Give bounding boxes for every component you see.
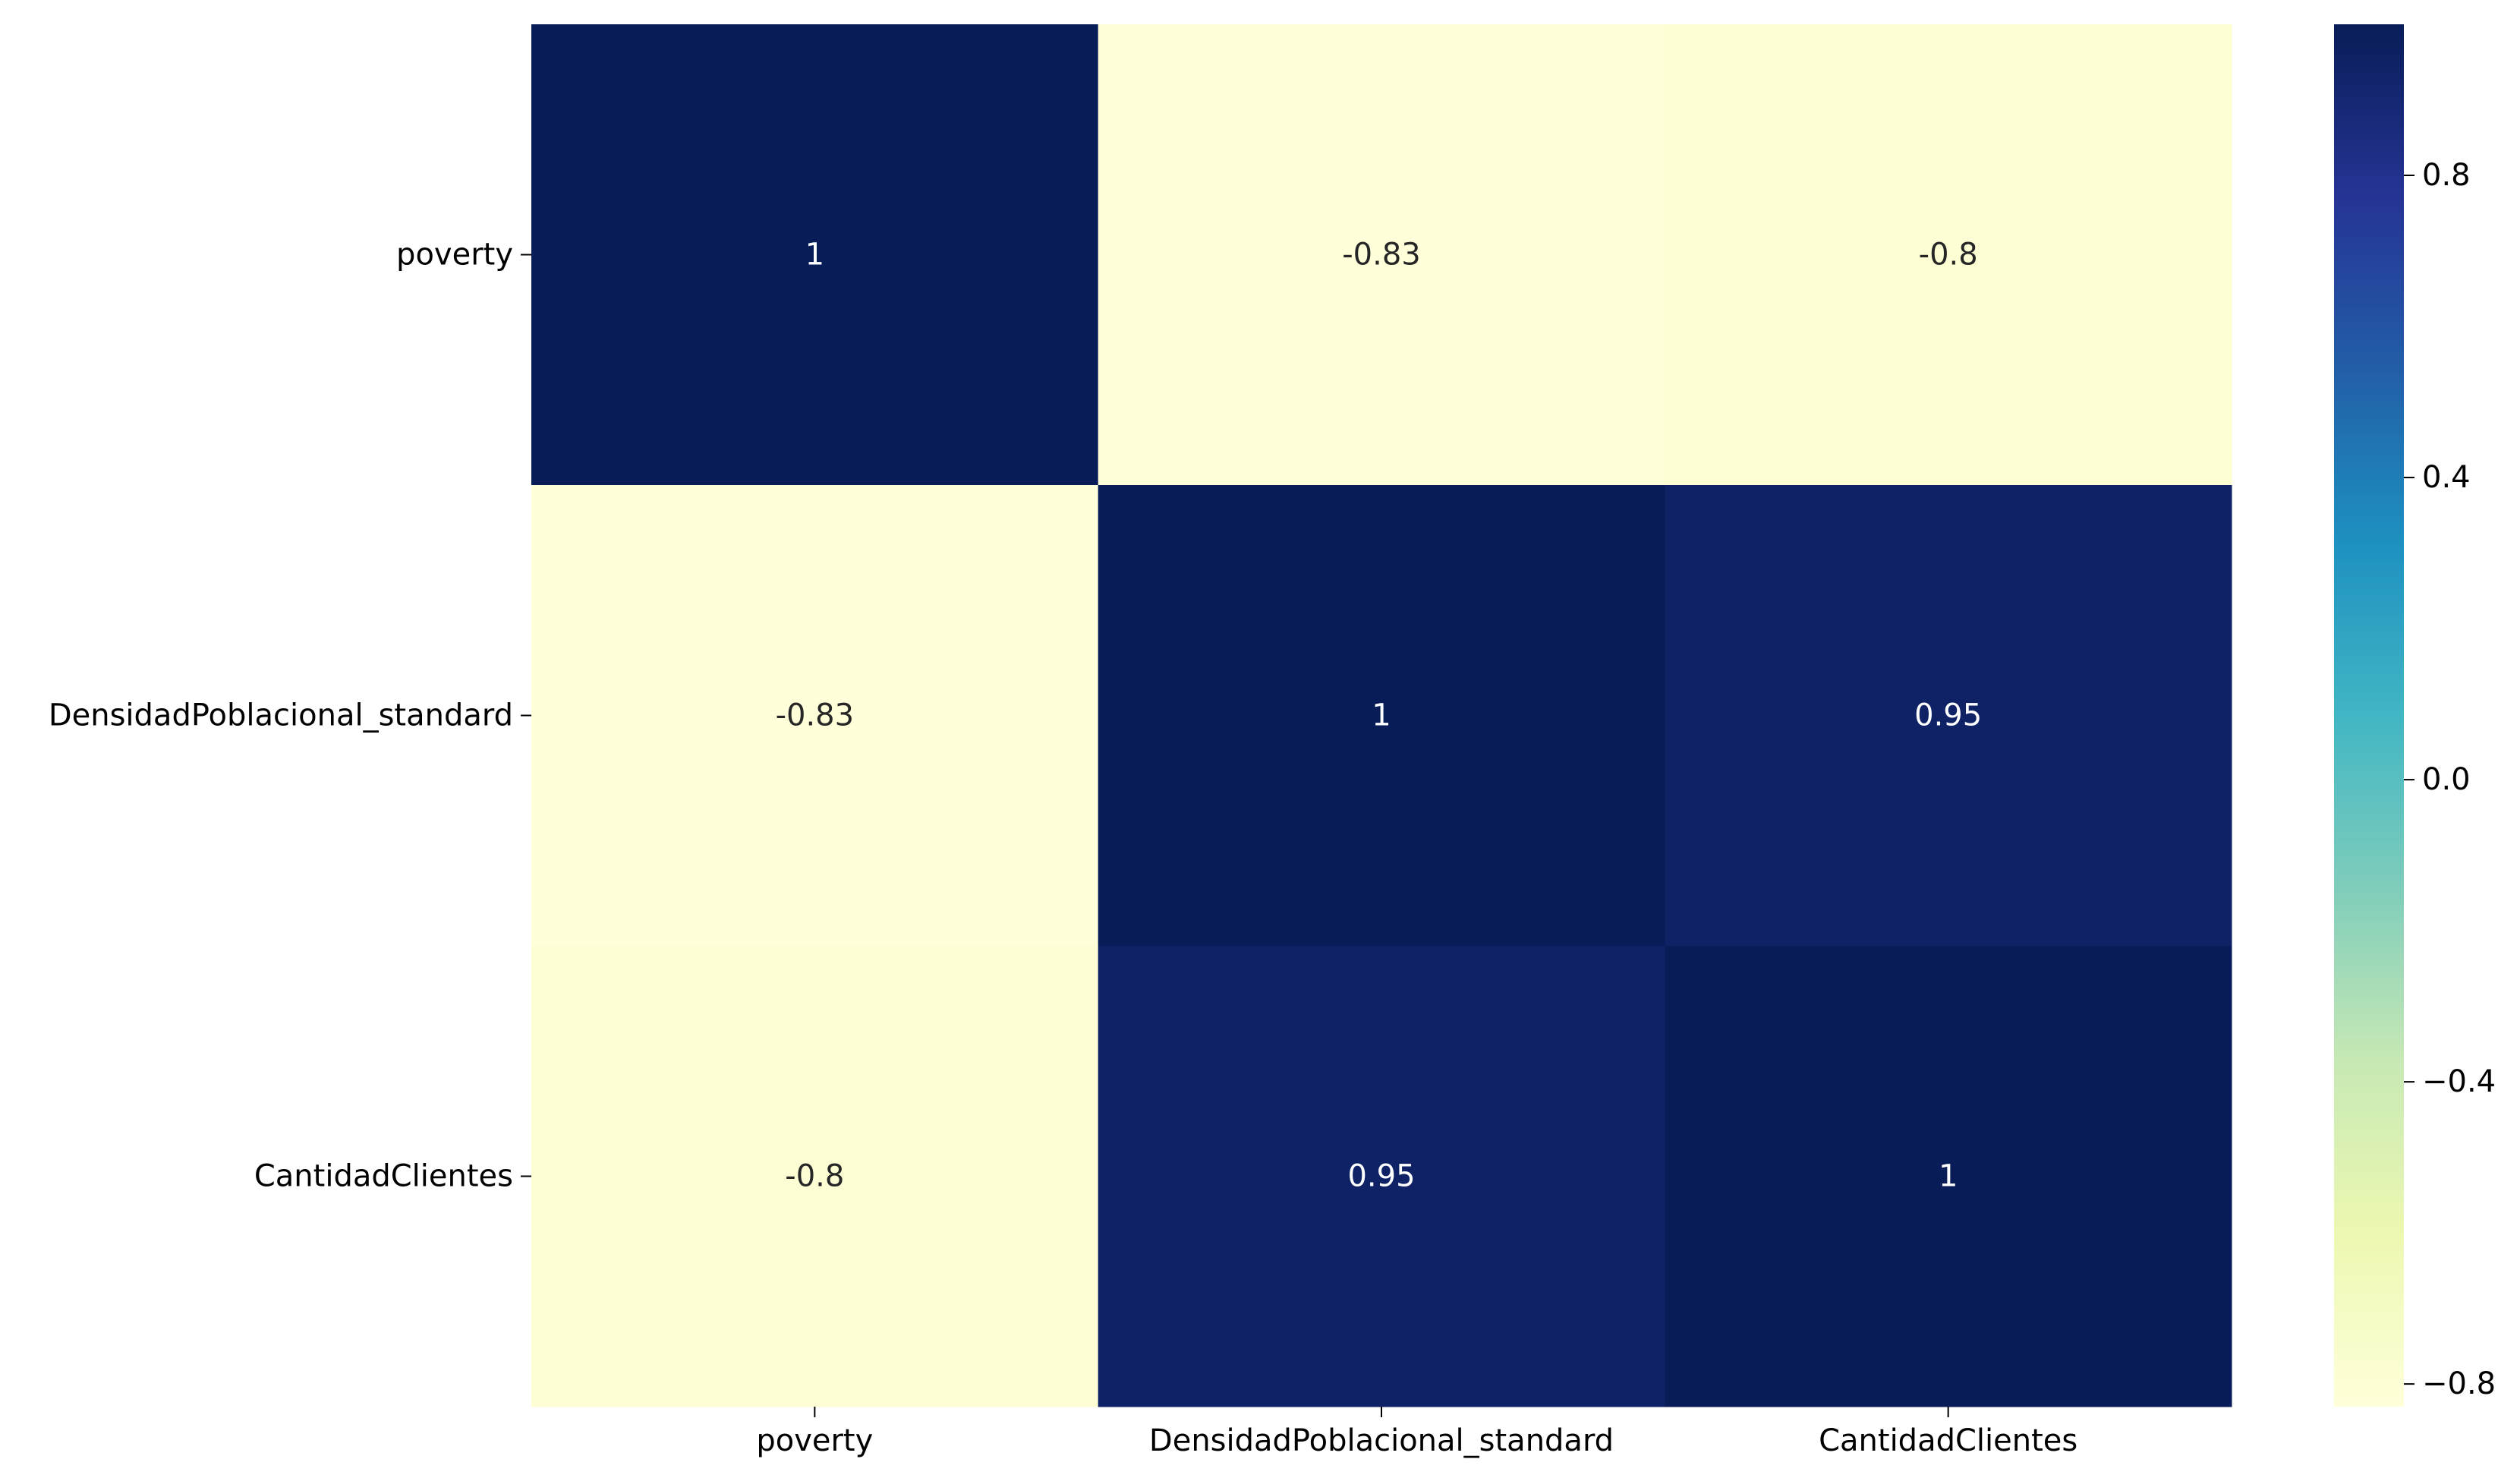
heatmap-cells [531,24,2232,1407]
cell-value-label: -0.8 [1919,238,1978,273]
cell-value-label: 0.95 [1914,698,1982,733]
heatmap-cell-r0-c2 [1665,24,2232,486]
colorbar-tick-label: 0.8 [2422,158,2471,193]
heatmap-cell-r0-c1 [1098,24,1665,486]
x-tick-label: DensidadPoblacional_standard [1149,1423,1614,1458]
heatmap-cell-r1-c1 [1098,485,1665,947]
cell-value-label: 1 [805,238,824,273]
heatmap-cell-r1-c2 [1665,485,2232,947]
y-tick-label: CantidadClientes [254,1159,513,1194]
cell-value-label: 1 [1939,1159,1958,1194]
heatmap-cell-r0-c0 [531,24,1099,486]
heatmap-cell-labels: 1 -0.83 -0.8 -0.83 1 0.95 -0.8 0.95 1 [776,238,1983,1194]
y-tick-label: DensidadPoblacional_standard [49,698,513,733]
y-axis: poverty DensidadPoblacional_standard Canti… [49,238,531,1194]
cell-value-label: 1 [1372,698,1391,733]
colorbar-tick-label: −0.4 [2422,1064,2496,1099]
y-tick-label: poverty [396,238,513,273]
heatmap-cell-r2-c2 [1665,946,2232,1407]
cell-value-label: -0.83 [1342,238,1421,273]
colorbar-gradient [2334,24,2404,1407]
x-tick-label: CantidadClientes [1819,1423,2077,1458]
x-axis: poverty DensidadPoblacional_standard Canti… [756,1407,2077,1458]
colorbar-tick-label: 0.0 [2422,762,2471,797]
heatmap-cell-r2-c1 [1098,946,1665,1407]
colorbar-tick-label: 0.4 [2422,460,2471,495]
colorbar-tick-label: −0.8 [2422,1366,2496,1401]
cell-value-label: 0.95 [1347,1159,1415,1194]
colorbar: 0.8 0.4 0.0 −0.4 −0.8 [2334,24,2496,1407]
heatmap-cell-r2-c0 [531,946,1099,1407]
cell-value-label: -0.8 [785,1159,844,1194]
x-tick-label: poverty [756,1423,873,1458]
heatmap-cell-r1-c0 [531,485,1099,947]
cell-value-label: -0.83 [776,698,855,733]
